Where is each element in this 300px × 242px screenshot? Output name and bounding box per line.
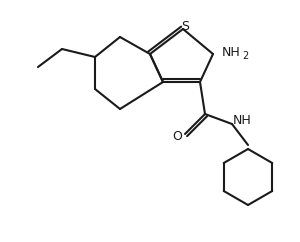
Text: O: O	[172, 129, 182, 143]
Text: 2: 2	[242, 51, 248, 61]
Text: S: S	[181, 20, 189, 32]
Text: NH: NH	[232, 114, 251, 128]
Text: NH: NH	[222, 45, 240, 59]
